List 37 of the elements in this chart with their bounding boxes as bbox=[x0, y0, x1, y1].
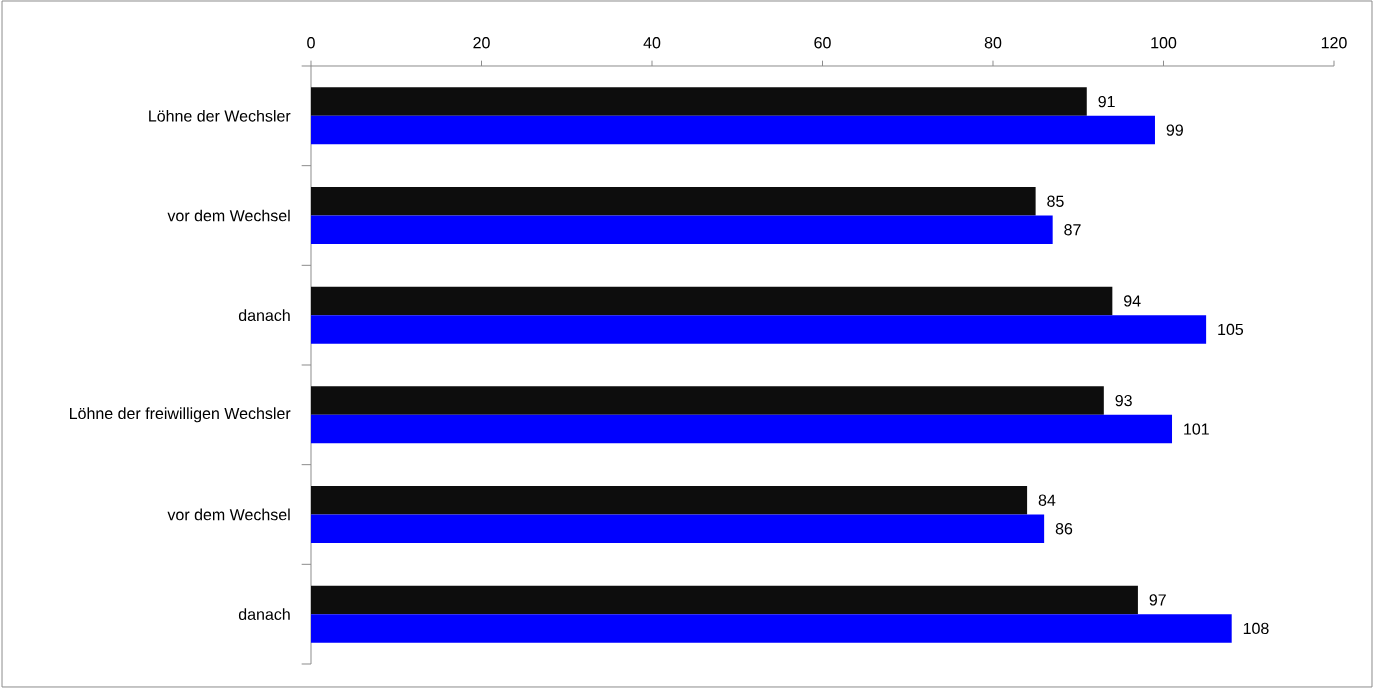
x-tick-label: 120 bbox=[1321, 37, 1347, 49]
bar bbox=[311, 215, 1053, 244]
data-label: 84 bbox=[1038, 494, 1056, 506]
data-label: 93 bbox=[1115, 394, 1132, 407]
data-label: 91 bbox=[1098, 95, 1115, 108]
x-tick-label: 80 bbox=[984, 37, 1002, 49]
y-tick-label: danach bbox=[238, 608, 290, 621]
bar bbox=[311, 414, 1173, 444]
y-tick-label: danach bbox=[238, 309, 290, 322]
x-tick-label: 40 bbox=[643, 37, 661, 49]
x-tick-label: 60 bbox=[814, 37, 831, 49]
data-label: 101 bbox=[1184, 423, 1209, 435]
y-tick-label: vor dem Wechsel bbox=[167, 508, 290, 521]
x-tick-label: 0 bbox=[307, 37, 315, 49]
data-label: 97 bbox=[1149, 594, 1166, 606]
x-tick-label: 20 bbox=[473, 37, 490, 49]
y-tick-label: Löhne der Wechsler bbox=[149, 109, 291, 122]
bar bbox=[311, 286, 1113, 316]
y-tick-label: vor dem Wechsel bbox=[167, 209, 290, 222]
x-tick-label: 100 bbox=[1151, 37, 1177, 49]
bar bbox=[311, 585, 1138, 615]
data-label: 87 bbox=[1064, 224, 1081, 236]
data-label: 85 bbox=[1047, 195, 1064, 207]
bar bbox=[311, 386, 1104, 415]
bar bbox=[311, 115, 1155, 145]
bar bbox=[311, 514, 1045, 543]
data-label: 94 bbox=[1124, 295, 1141, 307]
data-label: 105 bbox=[1218, 323, 1244, 336]
bar bbox=[311, 614, 1232, 643]
data-label: 108 bbox=[1243, 622, 1269, 635]
bar bbox=[311, 87, 1087, 116]
y-tick-label: Löhne der freiwilligen Wechsler bbox=[70, 407, 291, 423]
bar bbox=[311, 485, 1028, 515]
data-label: 99 bbox=[1166, 124, 1183, 136]
bar bbox=[311, 186, 1036, 216]
data-label: 86 bbox=[1055, 523, 1073, 535]
bar bbox=[311, 315, 1207, 344]
